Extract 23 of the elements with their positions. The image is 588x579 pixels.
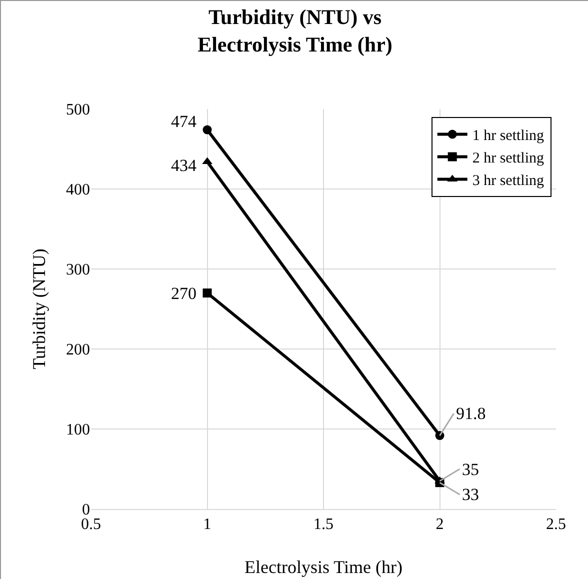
y-tick-label: 0 — [82, 502, 90, 519]
data-label: 91.8 — [456, 404, 486, 423]
legend-label: 3 hr settling — [472, 173, 545, 190]
x-tick-label: 1 — [203, 516, 212, 534]
legend-label: 1 hr settling — [472, 128, 545, 144]
y-axis-title: Turbidity (NTU) — [29, 248, 49, 370]
data-label: 270 — [171, 284, 196, 303]
y-tick-label: 200 — [66, 342, 90, 359]
y-tick-label: 100 — [66, 422, 90, 439]
x-tick-label: 0.5 — [81, 516, 101, 534]
y-tick-label: 500 — [66, 102, 90, 119]
data-label: 35 — [462, 460, 479, 479]
x-tick-label: 2 — [436, 516, 444, 534]
x-tick-label: 1.5 — [314, 516, 334, 534]
x-tick-label: 2.5 — [546, 516, 566, 534]
data-label: 434 — [171, 156, 197, 175]
x-axis-title: Electrolysis Time (hr) — [244, 557, 402, 577]
legend-label: 2 hr settling — [472, 150, 545, 167]
data-label: 33 — [462, 485, 479, 504]
chart-title: Turbidity (NTU) vs Electrolysis Time (hr) — [198, 5, 392, 56]
y-tick-label: 400 — [66, 182, 90, 199]
y-tick-label: 300 — [66, 262, 90, 279]
data-label: 474 — [171, 112, 197, 131]
